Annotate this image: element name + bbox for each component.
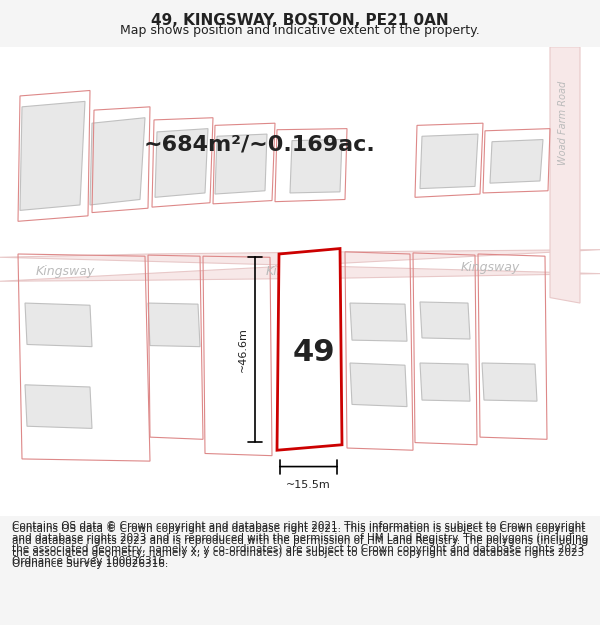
Polygon shape	[420, 134, 478, 189]
Text: 49, KINGSWAY, BOSTON, PE21 0AN: 49, KINGSWAY, BOSTON, PE21 0AN	[151, 13, 449, 28]
Text: ~15.5m: ~15.5m	[286, 479, 331, 489]
Text: Kingsway: Kingsway	[265, 265, 325, 278]
Text: 49: 49	[292, 338, 335, 367]
Polygon shape	[420, 302, 470, 339]
Polygon shape	[25, 303, 92, 347]
Polygon shape	[0, 249, 600, 281]
Text: Kingsway: Kingsway	[460, 261, 520, 274]
Polygon shape	[155, 129, 208, 198]
Text: ~46.6m: ~46.6m	[238, 327, 248, 372]
Text: Woad Farm Road: Woad Farm Road	[558, 81, 568, 165]
Polygon shape	[482, 363, 537, 401]
Polygon shape	[90, 118, 145, 205]
Polygon shape	[290, 139, 342, 193]
Polygon shape	[420, 363, 470, 401]
Text: Kingsway: Kingsway	[35, 265, 95, 278]
Polygon shape	[350, 303, 407, 341]
Text: Contains OS data © Crown copyright and database right 2021. This information is : Contains OS data © Crown copyright and d…	[12, 521, 588, 566]
Text: Contains OS data © Crown copyright and database right 2021. This information is : Contains OS data © Crown copyright and d…	[12, 524, 588, 569]
Polygon shape	[277, 249, 342, 450]
Polygon shape	[215, 134, 267, 194]
Polygon shape	[25, 385, 92, 428]
Text: Map shows position and indicative extent of the property.: Map shows position and indicative extent…	[120, 24, 480, 36]
Polygon shape	[490, 139, 543, 183]
Polygon shape	[350, 363, 407, 407]
Polygon shape	[283, 276, 337, 330]
Polygon shape	[550, 47, 580, 303]
Polygon shape	[20, 101, 85, 211]
Polygon shape	[148, 303, 200, 347]
Text: ~684m²/~0.169ac.: ~684m²/~0.169ac.	[144, 135, 376, 155]
